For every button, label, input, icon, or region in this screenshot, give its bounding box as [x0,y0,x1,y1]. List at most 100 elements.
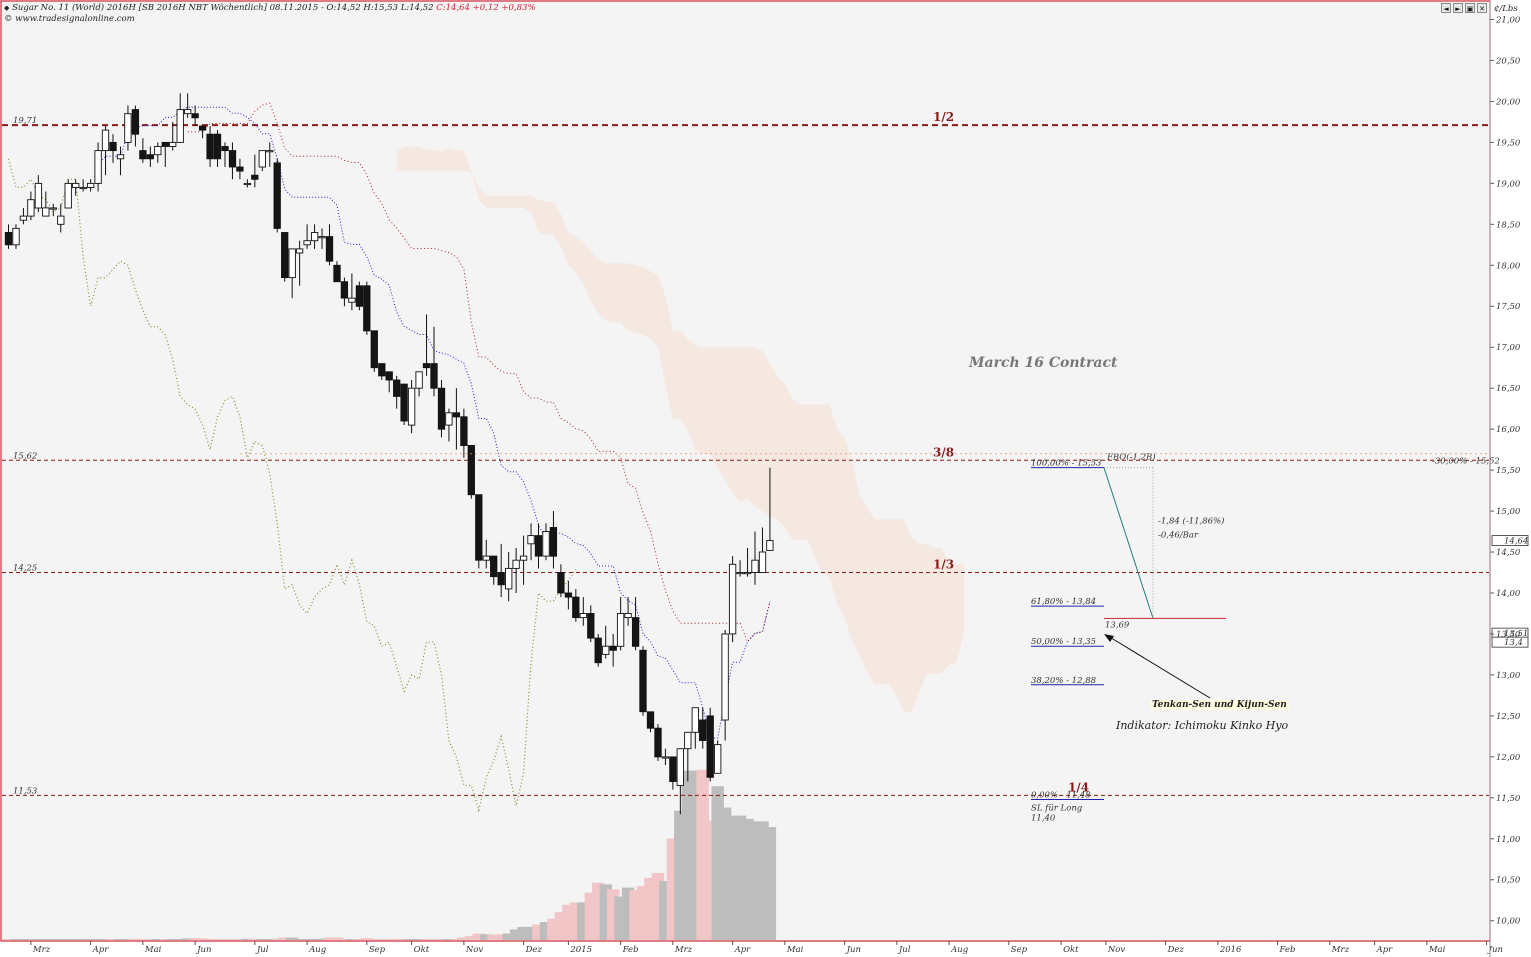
candle-body [221,146,229,152]
y-tick-label: 10,50 [1496,876,1521,886]
candles [4,93,774,815]
candle-body [639,649,647,713]
candle-body [482,555,490,561]
volume-bar [383,939,396,940]
candle-body [743,572,752,575]
x-tick-label: Nov [465,945,484,955]
volume-bar [196,938,209,940]
candle-body [139,150,147,160]
volume-bar [17,939,30,940]
volume-bar [136,939,150,940]
volume-bar [465,935,478,940]
volume-bar [174,939,187,940]
x-tick-label: Feb [1279,945,1296,955]
candle-body [654,727,662,758]
volume-bar [106,939,120,940]
candle-body [258,150,266,168]
volume-bar [211,939,224,940]
candle-body [721,633,729,721]
price-tag-label: 13,4 [1504,638,1523,648]
candle-body [564,592,573,598]
volume-bar [293,939,306,940]
candle-body [288,248,296,279]
x-tick-label: Nov [1107,945,1126,955]
candle-body [325,236,334,262]
ichimoku-cloud [396,146,964,712]
candle-body [684,731,692,750]
volume-bar [487,934,500,940]
top-right-pct-label: -30,00% - 15,52 [1432,456,1500,466]
fibonacci-retracement: 100,00% - 15,53 61,80% - 13,84 50,00% - 13… [1031,459,1104,800]
x-tick-label: Jun [845,945,861,955]
candle-body [79,186,87,190]
candle-body [766,540,774,551]
x-tick-label: Dez [525,945,543,955]
candle-body [273,162,281,229]
candle-body [393,379,401,397]
candle-body [385,371,393,381]
level-price-label: 14,25 [13,564,37,574]
candle-body [728,563,737,635]
candle-body [452,412,461,418]
volume-bar [47,939,60,940]
candle-body [176,109,184,143]
candle-body [631,617,640,647]
volume-bar [330,937,344,940]
volume-bar [271,938,284,940]
x-tick-label: Sep [369,945,386,955]
candle-body [213,133,222,160]
volume-bar [420,939,433,940]
candle-body [340,281,349,299]
volume-bar [338,939,351,940]
volume-bar [248,939,261,940]
x-tick-label: Aug [950,945,969,955]
y-tick-label: 18,50 [1496,220,1521,230]
level-price-label: 19,71 [13,116,37,126]
volume-bar [286,937,299,940]
volume-bar [54,939,67,940]
volume-bar [69,939,82,940]
header-copyright: © www.tradesignalonline.com [4,14,135,24]
candle-body [370,330,378,369]
volume-bar [427,939,441,940]
candle-body [12,227,20,246]
close-button[interactable]: ✕ [1477,3,1487,13]
sl-value-label: 11,40 [1031,813,1056,823]
x-tick-label: Dez [1167,945,1185,955]
volume-bar [480,934,493,940]
fib-label: 100,00% - 15,53 [1031,459,1101,469]
volume-bar [300,939,314,940]
y-tick-label: 19,50 [1496,138,1521,148]
candle-body [184,109,192,115]
y-tick-label: 12,00 [1496,753,1521,763]
y-tick-label: 16,00 [1496,425,1521,435]
candle-body [699,719,707,741]
volume-bar [99,939,112,940]
x-tick-label: Sep [1011,945,1028,955]
volume-bar [2,939,15,940]
y-tick-label: 17,50 [1496,302,1521,312]
x-tick-label: Jul [255,945,269,955]
candle-body [318,236,326,239]
candle-body [169,141,177,147]
nav-right-button[interactable]: ► [1453,3,1463,13]
candle-body [49,207,57,210]
maximize-button[interactable]: ▣ [1465,3,1475,13]
x-axis: Mrz Apr Mai Jun Jul Aug Sep Okt Nov Dez 2015 Feb Mrz… [2,940,1503,955]
candle-body [460,416,468,446]
nav-left-button[interactable]: ◄ [1441,3,1451,13]
x-tick-label: 2016 [1219,945,1242,955]
volume-bar [144,939,157,940]
fib-label: 38,20% - 12,88 [1031,676,1097,686]
x-tick-label: Apr [92,945,110,955]
candle-body [378,363,386,377]
volume-bar [166,939,179,940]
volume-bar [472,933,485,940]
volume-bar [151,939,164,940]
y-tick-label: 13,50 [1496,630,1521,640]
y-tick-label: 18,00 [1496,261,1521,271]
candle-body [131,109,140,135]
candle-body [266,150,274,153]
candle-body [64,182,72,209]
x-tick-label: 2015 [569,945,592,955]
